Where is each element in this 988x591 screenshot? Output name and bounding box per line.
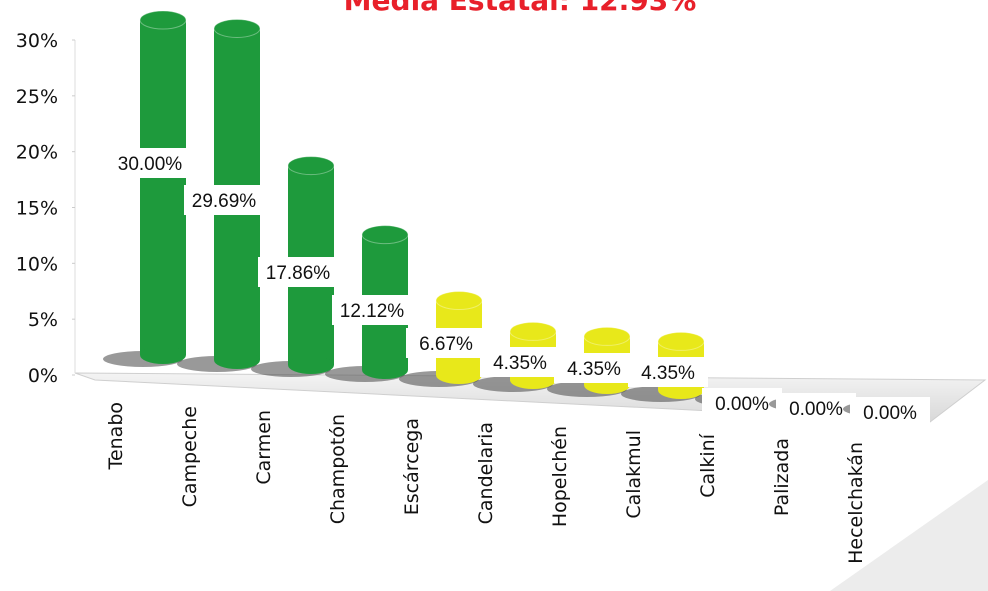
x-tick-label: Tenabo: [105, 402, 127, 470]
value-label-box: [258, 257, 338, 287]
value-label: 12.12%: [340, 301, 405, 322]
bar-bottom: [288, 356, 334, 374]
bar-bottom: [436, 366, 482, 384]
bar-top: [509, 321, 557, 341]
bar-top: [361, 225, 409, 245]
background-shape: [830, 480, 988, 591]
y-tick-label: 10%: [16, 253, 58, 275]
y-tick-label: 20%: [16, 142, 58, 164]
x-tick-label: Campeche: [179, 406, 201, 507]
y-tick-label: 5%: [28, 309, 58, 331]
value-label: 0.00%: [715, 394, 769, 415]
value-label: 30.00%: [118, 154, 183, 175]
value-label: 4.35%: [641, 363, 695, 384]
x-tick-label: Candelaria: [475, 422, 497, 524]
value-label-box: [628, 357, 708, 387]
x-tick-label: Palizada: [771, 438, 793, 516]
value-label: 0.00%: [789, 399, 843, 420]
y-tick-label: 30%: [16, 30, 58, 52]
value-label-box: [332, 295, 412, 325]
bar-bottom: [140, 346, 186, 364]
value-label-box: [184, 185, 264, 215]
bar-bottom: [362, 361, 408, 379]
bar-top: [139, 10, 187, 30]
value-label: 29.69%: [192, 191, 257, 212]
x-tick-label: Hopelchén: [549, 426, 571, 527]
x-tick-label: Champotón: [327, 414, 349, 524]
value-label-box: [406, 328, 486, 358]
y-tick-label: 25%: [16, 86, 58, 108]
value-label: 6.67%: [419, 334, 473, 355]
value-label-box: [480, 347, 560, 377]
value-label-box: [554, 353, 634, 383]
value-label: 4.35%: [567, 359, 621, 380]
value-label-box: [776, 393, 856, 423]
bar: [103, 10, 187, 367]
value-label: 17.86%: [266, 263, 331, 284]
x-tick-label: Calakmul: [623, 430, 645, 519]
y-tick-label: 15%: [16, 198, 58, 220]
value-label: 4.35%: [493, 353, 547, 374]
bar-bottom: [214, 351, 260, 369]
y-tick-label: 0%: [28, 365, 58, 387]
value-label: 0.00%: [863, 403, 917, 424]
value-label-box: [110, 148, 190, 178]
x-tick-label: Calkiní: [697, 433, 719, 498]
bar-top: [657, 331, 705, 351]
chart-title: Media Estatal: 12.93%: [344, 0, 697, 17]
bar-top: [583, 326, 631, 346]
bar-top: [213, 18, 261, 38]
bar-body: [140, 20, 186, 355]
x-tick-label: Hecelchakán: [845, 442, 867, 564]
value-label-box: [702, 388, 782, 418]
bar-top: [287, 156, 335, 176]
x-tick-label: Escárcega: [401, 418, 423, 515]
x-tick-label: Carmen: [253, 410, 275, 485]
bar-top: [435, 291, 483, 311]
value-label-box: [850, 397, 930, 427]
